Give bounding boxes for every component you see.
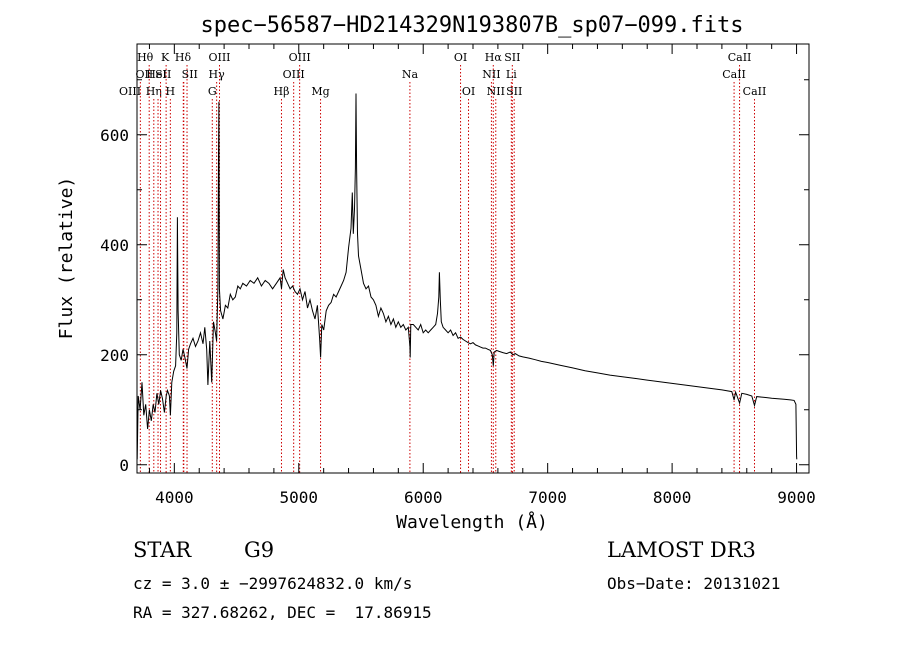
line-marker-label: HeI (146, 68, 166, 81)
line-marker-label: Hθ (137, 51, 154, 64)
line-marker-label: SII (155, 68, 171, 81)
line-marker-label: OIII (283, 68, 305, 81)
y-tick-label: 400 (100, 236, 129, 255)
line-marker-label: CaII (743, 85, 767, 98)
redshift-readout: cz = 3.0 ± −2997624832.0 km/s (133, 574, 413, 593)
line-marker-label: OI (454, 51, 467, 64)
line-marker-label: Hγ (209, 68, 226, 81)
line-marker-label: CaII (722, 68, 746, 81)
line-marker-label: SII (504, 51, 520, 64)
line-marker-label: Hη (146, 85, 162, 98)
x-tick-label: 9000 (777, 488, 816, 507)
line-marker-label: SII (182, 68, 198, 81)
line-marker-label: NII (487, 85, 505, 98)
spectrum-line (136, 93, 798, 460)
line-marker-label: Hδ (175, 51, 192, 64)
line-marker-label: OIII (289, 51, 311, 64)
emission-line-markers: Hθ OII OIII Hη HeI K SII H Hδ SII OIII Hγ G OIII OIII H… (119, 51, 766, 473)
line-marker-label: CaII (728, 51, 752, 64)
y-tick-label: 200 (100, 346, 129, 365)
line-marker-label: OII (136, 68, 154, 81)
obs-date: Obs−Date: 20131021 (607, 574, 781, 593)
object-subclass: G9 (244, 538, 275, 562)
line-marker-label: Li (506, 68, 517, 81)
line-marker-label: OI (462, 85, 475, 98)
x-tick-label: 4000 (155, 488, 194, 507)
line-marker-label: SII (506, 85, 522, 98)
chart-title: spec−56587−HD214329N193807B_sp07−099.fit… (200, 13, 743, 38)
axis-ticks: 4000 5000 6000 7000 8000 9000 0 200 400 600 (100, 44, 816, 507)
line-marker-label: OIII (119, 85, 141, 98)
x-tick-label: 6000 (404, 488, 443, 507)
line-marker-label: OIII (208, 51, 230, 64)
x-tick-label: 7000 (528, 488, 567, 507)
survey-name: LAMOST DR3 (607, 538, 756, 562)
x-axis-label: Wavelength (Å) (396, 511, 548, 533)
line-marker-label: G (208, 85, 217, 98)
y-axis-label: Flux (relative) (56, 177, 77, 340)
line-marker-label: Hα (485, 51, 503, 64)
x-tick-label: 5000 (280, 488, 319, 507)
line-marker-label: H (166, 85, 176, 98)
y-tick-label: 0 (119, 456, 129, 475)
y-tick-label: 600 (100, 126, 129, 145)
line-marker-label: Hβ (274, 85, 290, 98)
coordinates: RA = 327.68262, DEC = 17.86915 (133, 603, 432, 622)
line-marker-label: K (161, 51, 170, 64)
plot-frame (136, 43, 810, 474)
x-tick-label: 8000 (653, 488, 692, 507)
line-marker-label: Mg (311, 85, 329, 98)
object-class: STAR (133, 538, 192, 562)
line-marker-label: Na (402, 68, 419, 81)
line-marker-label: NII (482, 68, 500, 81)
